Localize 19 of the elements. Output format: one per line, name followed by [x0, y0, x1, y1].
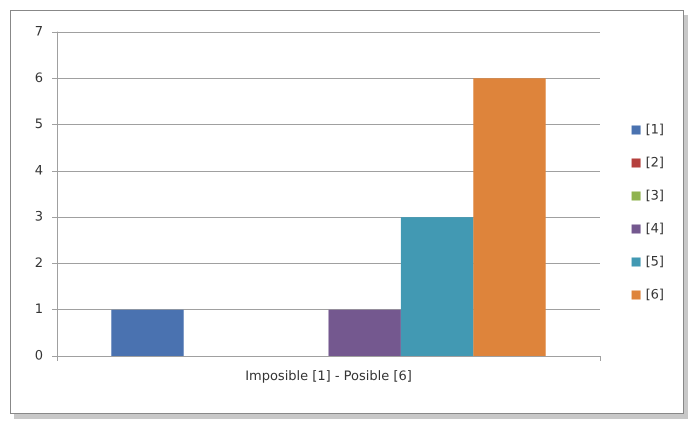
bar [111, 310, 184, 356]
legend-label: [2] [646, 156, 664, 170]
bar [400, 217, 474, 356]
x-tick-label: Imposible [1] - Posible [6] [245, 369, 412, 384]
legend-label: [3] [646, 188, 664, 204]
legend-label: [5] [646, 254, 664, 270]
bar [473, 78, 546, 356]
y-tick-label: 7 [34, 24, 43, 40]
y-tick-label: 1 [34, 302, 43, 318]
bar [328, 310, 401, 356]
y-tick-label: 2 [34, 256, 43, 271]
y-tick-label: 0 [34, 348, 43, 364]
y-tick-label: 3 [34, 210, 43, 225]
y-tick-label: 4 [34, 163, 43, 178]
y-tick-label: 6 [34, 70, 43, 86]
legend-label: [4] [646, 222, 664, 236]
y-tick-label: 5 [34, 117, 43, 132]
legend-label: [1] [646, 122, 664, 138]
legend-label: [6] [646, 288, 664, 302]
